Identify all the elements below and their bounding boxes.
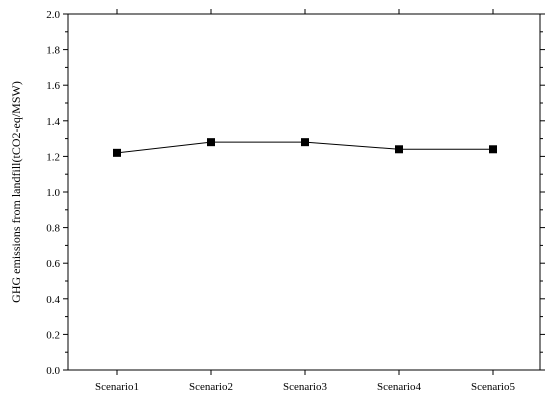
x-axis-ticks: Scenario1 Scenario2 Scenario3 Scenario4 Scen… bbox=[95, 9, 515, 393]
data-point-marker bbox=[113, 148, 121, 157]
data-point-marker bbox=[489, 145, 497, 154]
y-tick-label: 0.0 bbox=[46, 365, 60, 377]
x-tick-label: Scenario5 bbox=[471, 381, 515, 393]
plot-frame bbox=[67, 13, 541, 371]
y-tick-label: 1.8 bbox=[46, 45, 60, 57]
y-axis-ticks: 0.0 0.2 0.4 0.6 0.8 1.0 1.2 1.4 1.6 1.8 2.0 bbox=[46, 9, 545, 377]
data-point-marker bbox=[207, 138, 215, 147]
data-point-marker bbox=[301, 138, 309, 147]
plot-area bbox=[67, 13, 541, 371]
y-tick-label: 0.2 bbox=[46, 329, 60, 341]
x-tick-label: Scenario4 bbox=[377, 381, 421, 393]
y-tick-label: 0.8 bbox=[46, 223, 60, 235]
x-tick-label: Scenario3 bbox=[283, 381, 327, 393]
x-tick-label: Scenario2 bbox=[189, 381, 233, 393]
data-point-marker bbox=[395, 145, 403, 154]
y-tick-label: 1.0 bbox=[46, 187, 60, 199]
y-tick-label: 1.6 bbox=[46, 80, 60, 92]
y-tick-label: 0.4 bbox=[46, 294, 60, 306]
y-tick-label: 1.2 bbox=[46, 151, 60, 163]
series-layer bbox=[113, 138, 497, 157]
x-tick-label: Scenario1 bbox=[95, 381, 139, 393]
y-tick-label: 0.6 bbox=[46, 258, 60, 270]
y-tick-label: 2.0 bbox=[46, 9, 60, 21]
y-axis-title: GHG emissions from landfill(tCO2-eq/MSW) bbox=[9, 81, 23, 303]
y-tick-label: 1.4 bbox=[46, 116, 60, 128]
